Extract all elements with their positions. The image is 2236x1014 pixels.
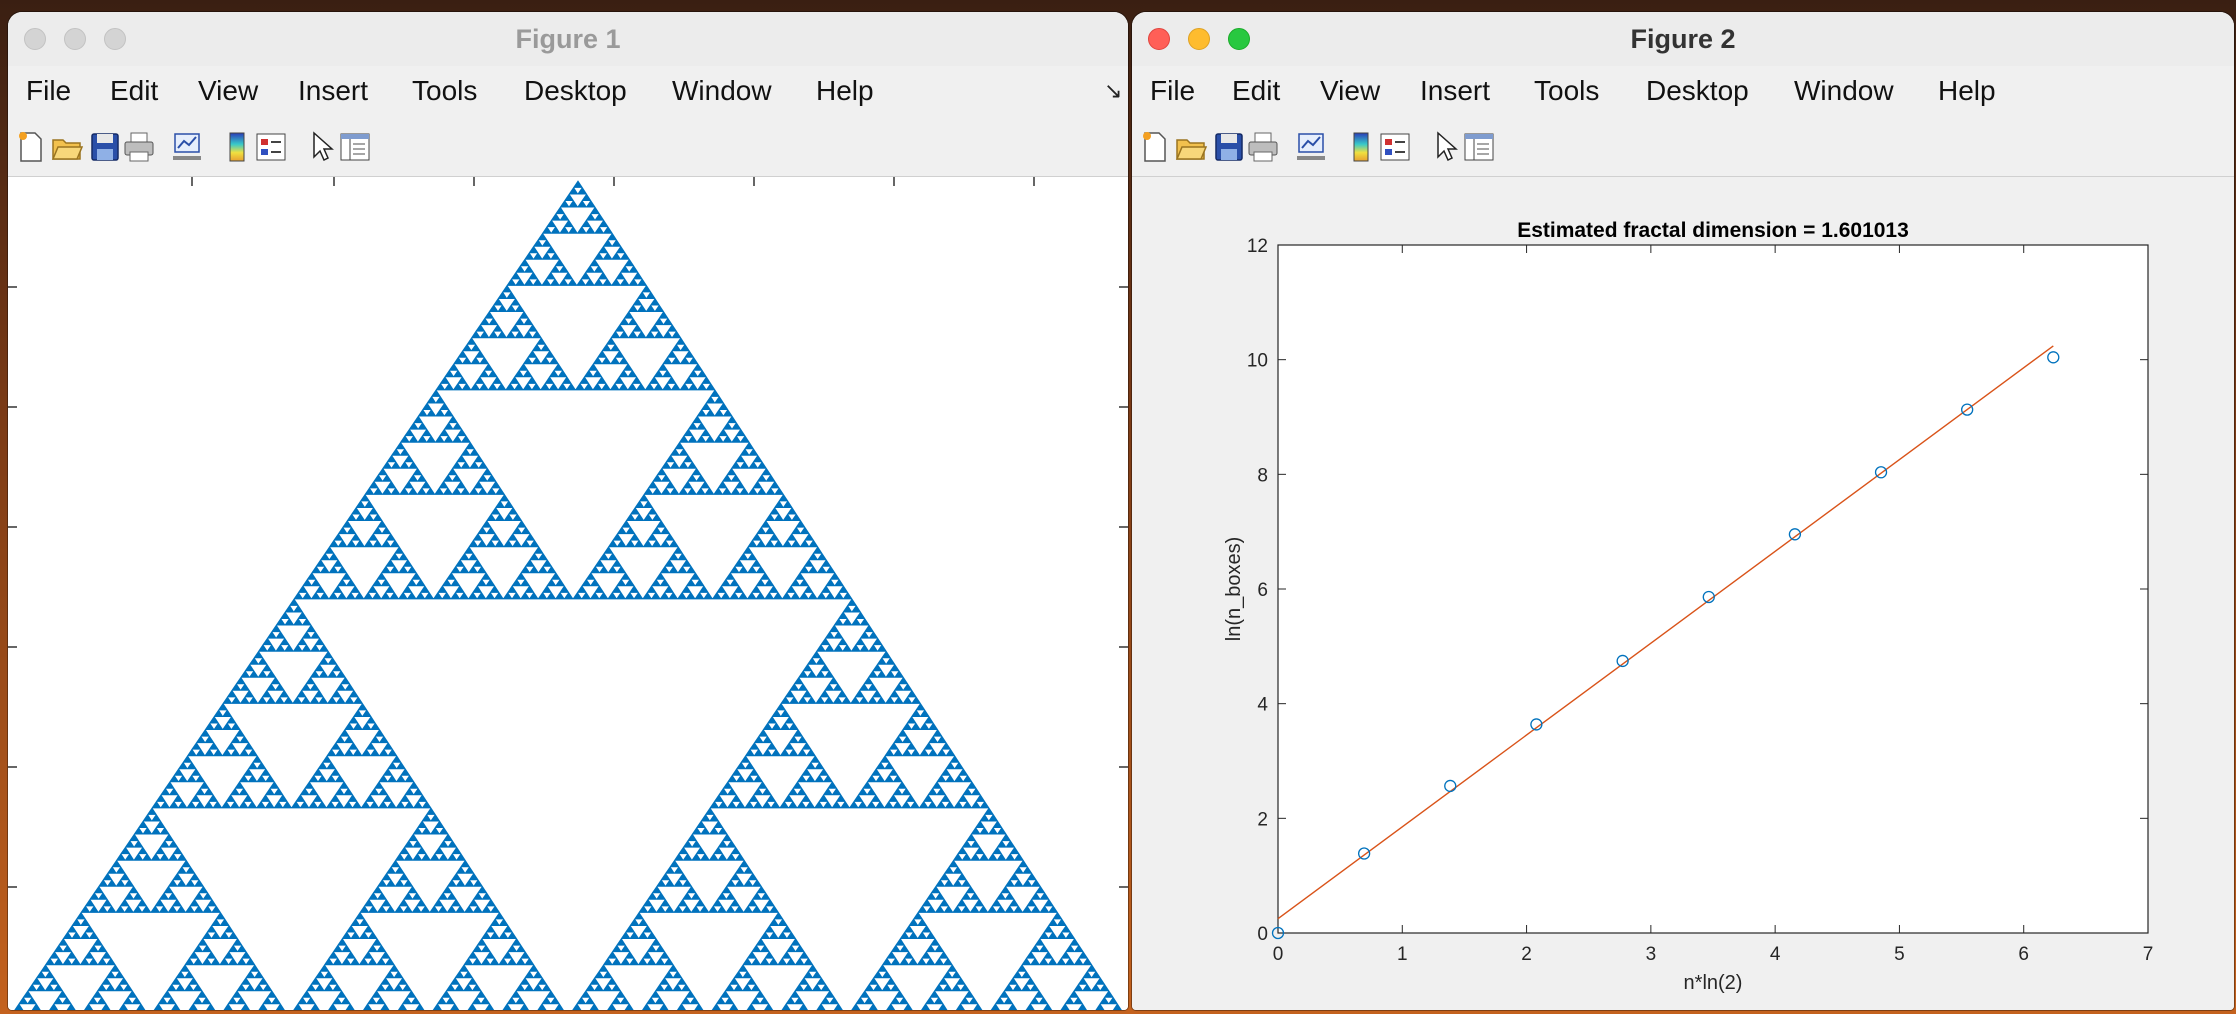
x-tick-label: 7 <box>2143 944 2154 965</box>
menu-insert[interactable]: Insert <box>1420 75 1491 106</box>
menu-tools[interactable]: Tools <box>1534 75 1600 106</box>
colorbar-icon[interactable] <box>1344 130 1378 164</box>
y-axis-label: ln(n_boxes) <box>1223 537 1245 642</box>
menu-edit[interactable]: Edit <box>110 75 159 106</box>
data-point <box>1530 718 1543 731</box>
data-point <box>1961 403 1974 416</box>
chart-title: Estimated fractal dimension = 1.601013 <box>1517 219 1909 242</box>
menu-desktop[interactable]: Desktop <box>524 75 627 106</box>
fit-line <box>1277 345 2054 920</box>
minimize-button[interactable] <box>1188 28 1210 50</box>
window-title: Figure 1 <box>515 24 621 54</box>
pointer-icon[interactable] <box>1428 130 1462 164</box>
legend-icon[interactable] <box>254 130 288 164</box>
figure2-titlebar[interactable]: Figure 2 <box>1132 12 2234 67</box>
legend-icon[interactable] <box>1378 130 1412 164</box>
window-title: Figure 2 <box>1630 24 1736 54</box>
data-point <box>2047 351 2060 364</box>
x-tick-label: 0 <box>1273 944 1284 965</box>
menu-desktop[interactable]: Desktop <box>1646 75 1749 106</box>
fractal-points <box>14 180 1122 1010</box>
x-tick-label: 1 <box>1397 944 1408 965</box>
y-tick-label: 6 <box>1257 580 1268 601</box>
save-icon[interactable] <box>1212 130 1246 164</box>
zoom-button[interactable] <box>1228 28 1250 50</box>
figure2-window: Figure 2 File Edit View Insert Tools Des… <box>1132 12 2234 1010</box>
zoom-button[interactable] <box>104 28 126 50</box>
figure1-toolbar <box>8 116 1128 177</box>
data-point <box>1702 590 1715 604</box>
colorbar-icon[interactable] <box>220 130 254 164</box>
print-icon[interactable] <box>122 130 156 164</box>
link-plot-icon[interactable] <box>170 130 204 164</box>
x-tick-label: 2 <box>1521 944 1532 965</box>
link-plot-icon[interactable] <box>1294 130 1328 164</box>
figure2-figure: 0 1 2 3 4 5 6 7 0 2 4 6 8 10 12 Estimated fractal dimen… <box>1132 177 2234 1010</box>
menu-window[interactable]: Window <box>1794 75 1894 106</box>
sierpinski-plot <box>8 177 1128 1010</box>
print-icon[interactable] <box>1246 130 1280 164</box>
property-inspector-icon[interactable] <box>1462 130 1496 164</box>
pointer-icon[interactable] <box>304 130 338 164</box>
y-tick-label: 10 <box>1247 351 1268 372</box>
menu-file[interactable]: File <box>26 75 72 106</box>
figure2-menubar: File Edit View Insert Tools Desktop Wind… <box>1132 66 2234 116</box>
y-tick-label: 4 <box>1257 695 1268 716</box>
y-tick-label: 12 <box>1247 236 1268 257</box>
x-tick-label: 5 <box>1894 944 1905 965</box>
y-tick-label: 0 <box>1257 924 1268 945</box>
x-tick-label: 6 <box>2018 944 2029 965</box>
x-axis-label: n*ln(2) <box>1684 972 1743 994</box>
menu-insert[interactable]: Insert <box>298 75 369 106</box>
menu-view[interactable]: View <box>198 75 259 106</box>
figure1-titlebar[interactable]: Figure 1 <box>8 12 1128 67</box>
data-point <box>1874 466 1888 479</box>
figure2-toolbar <box>1132 116 2234 177</box>
menu-view[interactable]: View <box>1320 75 1381 106</box>
new-figure-icon[interactable] <box>1138 130 1172 164</box>
y-tick-label: 8 <box>1257 465 1268 486</box>
new-figure-icon[interactable] <box>14 130 48 164</box>
figure1-menubar: File Edit View Insert Tools Desktop Wind… <box>8 66 1128 116</box>
open-file-icon[interactable] <box>50 130 84 164</box>
minimize-button[interactable] <box>64 28 86 50</box>
property-inspector-icon[interactable] <box>338 130 372 164</box>
data-point <box>1616 654 1629 668</box>
data-point <box>1444 779 1457 793</box>
close-button[interactable] <box>24 28 46 50</box>
axes-box <box>1277 244 2149 934</box>
open-file-icon[interactable] <box>1174 130 1208 164</box>
dock-icon[interactable]: ↘ <box>1104 78 1123 103</box>
save-icon[interactable] <box>88 130 122 164</box>
menu-help[interactable]: Help <box>1938 75 1996 106</box>
menu-tools[interactable]: Tools <box>412 75 478 106</box>
data-point <box>1271 926 1285 940</box>
close-button[interactable] <box>1148 28 1170 50</box>
menu-help[interactable]: Help <box>816 75 874 106</box>
menu-edit[interactable]: Edit <box>1232 75 1281 106</box>
figure1-window: Figure 1 File Edit View Insert Tools Des… <box>8 12 1128 1010</box>
x-tick-label: 3 <box>1646 944 1657 965</box>
sierpinski-triangle <box>14 180 1122 1010</box>
data-point <box>1357 847 1371 860</box>
figure1-axes[interactable] <box>8 177 1128 1010</box>
menu-window[interactable]: Window <box>672 75 772 106</box>
data-point <box>1788 528 1802 541</box>
x-tick-label: 4 <box>1770 944 1781 965</box>
menu-file[interactable]: File <box>1150 75 1196 106</box>
y-tick-label: 2 <box>1257 809 1268 830</box>
